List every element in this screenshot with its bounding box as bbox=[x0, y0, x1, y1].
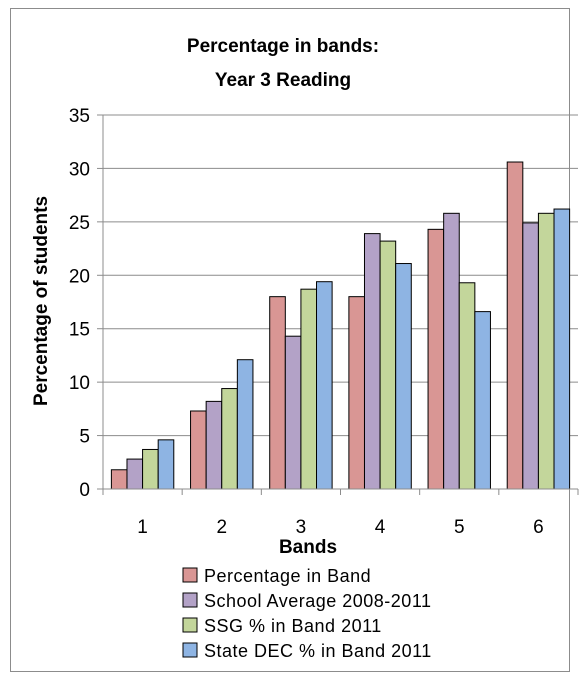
x-tick-label: 2 bbox=[216, 517, 227, 538]
y-tick-label: 20 bbox=[69, 266, 90, 287]
bar bbox=[221, 388, 238, 490]
bar bbox=[395, 263, 412, 490]
legend-label: School Average 2008-2011 bbox=[204, 591, 432, 611]
bar bbox=[443, 212, 460, 490]
bar bbox=[316, 281, 333, 490]
y-tick-label: 5 bbox=[79, 427, 90, 448]
gridlines bbox=[103, 114, 578, 437]
y-tick-label: 30 bbox=[69, 159, 90, 180]
legend-label: SSG % in Band 2011 bbox=[204, 616, 382, 636]
x-tick-label: 5 bbox=[454, 517, 465, 538]
y-tick-label: 15 bbox=[69, 320, 90, 341]
legend-swatch bbox=[182, 592, 198, 608]
legend-label: Percentage in Band bbox=[204, 566, 371, 586]
legend-swatch bbox=[182, 642, 198, 658]
legend-label: State DEC % in Band 2011 bbox=[204, 641, 432, 661]
bar bbox=[506, 161, 524, 490]
x-tick-label: 4 bbox=[375, 517, 386, 538]
bar bbox=[269, 296, 286, 490]
y-tick-labels: 0 5 10 15 20 25 30 35 bbox=[69, 106, 90, 501]
y-tick-label: 25 bbox=[69, 213, 90, 234]
y-axis-title: Percentage of students bbox=[31, 196, 52, 406]
x-tick-label: 6 bbox=[533, 517, 544, 538]
axes bbox=[97, 114, 579, 495]
x-axis-title: Bands bbox=[279, 537, 337, 558]
bar bbox=[348, 296, 365, 490]
bar bbox=[157, 439, 175, 490]
legend: Percentage in Band School Average 2008-20… bbox=[182, 566, 432, 661]
legend-swatch bbox=[182, 567, 198, 583]
bar bbox=[537, 212, 555, 490]
x-tick-label: 3 bbox=[296, 517, 307, 538]
chart-title-line-2: Year 3 Reading bbox=[215, 70, 351, 91]
bar bbox=[427, 228, 445, 490]
bar bbox=[205, 400, 223, 490]
bar bbox=[142, 448, 159, 490]
bar bbox=[284, 335, 302, 490]
y-tick-label: 35 bbox=[69, 106, 90, 127]
x-tick-labels: 1 2 3 4 5 6 bbox=[137, 517, 543, 538]
bar bbox=[379, 240, 397, 490]
bar bbox=[110, 469, 128, 490]
bar bbox=[363, 233, 381, 490]
bar bbox=[236, 359, 254, 490]
y-tick-label: 10 bbox=[69, 373, 90, 394]
bar bbox=[126, 458, 144, 490]
bars bbox=[110, 161, 571, 490]
bar bbox=[553, 208, 571, 490]
legend-swatch bbox=[182, 617, 198, 633]
bar bbox=[522, 222, 539, 490]
y-tick-label: 0 bbox=[79, 480, 90, 501]
bar bbox=[300, 288, 318, 490]
bar bbox=[190, 410, 207, 490]
bar bbox=[458, 282, 476, 490]
chart-title-line-1: Percentage in bands: bbox=[187, 36, 379, 57]
bar bbox=[474, 311, 491, 490]
x-tick-label: 1 bbox=[137, 517, 148, 538]
